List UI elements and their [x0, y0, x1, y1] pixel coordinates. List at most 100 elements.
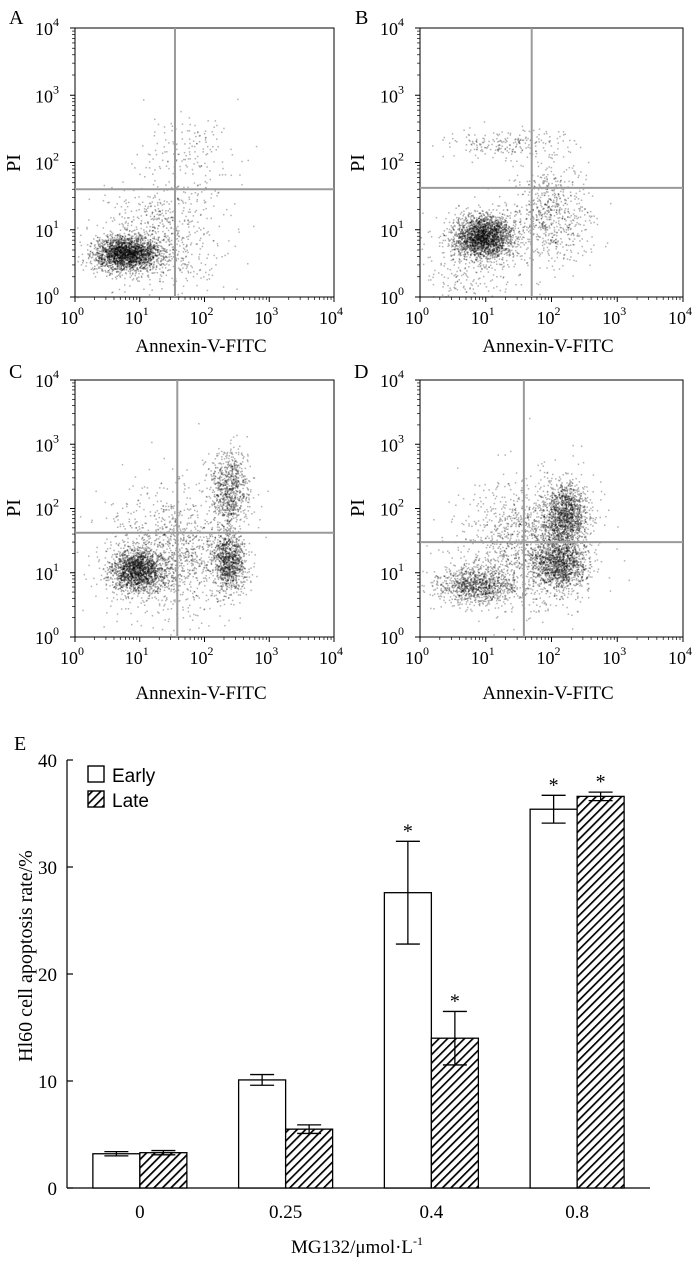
event-dot: [143, 258, 146, 261]
event-dot: [119, 249, 122, 251]
event-dot: [114, 249, 116, 252]
event-dot: [151, 254, 154, 257]
event-dot: [114, 263, 117, 266]
event-dot: [113, 256, 115, 258]
event-dot: [142, 245, 144, 248]
event-dot: [149, 250, 151, 253]
event-dot: [179, 165, 181, 168]
event-dot: [177, 258, 180, 260]
event-dot: [118, 247, 121, 250]
event-dot: [464, 240, 466, 242]
event-dot: [111, 244, 114, 247]
event-dot: [113, 253, 115, 255]
event-dot: [112, 232, 114, 235]
event-dot: [120, 260, 123, 262]
event-dot: [140, 246, 143, 248]
event-dot: [503, 221, 505, 223]
event-dot: [476, 242, 479, 245]
event-dot: [137, 249, 140, 251]
event-dot: [172, 232, 174, 235]
event-dot: [101, 250, 103, 252]
event-dot: [150, 253, 152, 255]
event-dot: [109, 253, 112, 256]
event-dot: [104, 259, 107, 261]
event-dot: [172, 249, 175, 251]
event-dot: [142, 253, 145, 255]
event-dot: [129, 251, 132, 253]
event-dot: [129, 252, 131, 254]
event-dot: [158, 225, 160, 227]
event-dot: [108, 248, 110, 250]
event-dot: [118, 245, 121, 248]
event-dot: [152, 246, 154, 248]
event-dot: [97, 242, 99, 244]
event-dot: [117, 254, 120, 256]
event-dot: [128, 201, 130, 204]
event-dot: [128, 268, 131, 271]
event-dot: [97, 259, 100, 262]
event-dot: [111, 247, 114, 250]
event-dot: [478, 249, 480, 251]
event-dot: [140, 259, 142, 262]
event-dot: [138, 246, 140, 249]
event-dot: [482, 247, 484, 249]
event-dot: [110, 231, 113, 233]
event-dot: [115, 278, 118, 280]
event-dot: [123, 250, 125, 252]
event-dot: [462, 225, 464, 227]
event-dot: [144, 255, 146, 257]
event-dot: [189, 158, 191, 160]
event-dot: [117, 254, 119, 256]
event-dot: [127, 257, 130, 260]
event-dot: [180, 257, 183, 259]
event-dot: [130, 210, 133, 212]
event-dot: [142, 250, 144, 252]
event-dot: [115, 248, 118, 250]
event-dot: [141, 256, 143, 258]
event-dot: [162, 247, 164, 249]
event-dot: [141, 262, 144, 265]
event-dot: [119, 276, 122, 278]
event-dot: [116, 246, 118, 249]
event-dot: [124, 209, 126, 211]
event-dot: [131, 248, 133, 251]
event-dot: [109, 265, 112, 267]
event-dot: [131, 252, 133, 254]
event-dot: [168, 259, 171, 261]
event-dot: [130, 241, 133, 244]
event-dot: [500, 250, 502, 253]
event-dot: [238, 231, 240, 233]
event-dot: [206, 257, 208, 259]
event-dot: [196, 131, 199, 134]
event-dot: [179, 269, 182, 271]
event-dot: [512, 236, 514, 239]
event-dot: [125, 251, 128, 253]
event-dot: [126, 253, 128, 255]
event-dot: [82, 260, 85, 262]
event-dot: [479, 252, 482, 254]
event-dot: [118, 235, 121, 237]
event-dot: [120, 249, 122, 251]
event-dot: [97, 260, 100, 263]
event-dot: [119, 251, 121, 253]
event-dot: [129, 259, 131, 262]
event-dot: [134, 252, 137, 255]
event-dot: [131, 279, 134, 281]
event-dot: [138, 245, 140, 247]
event-dot: [160, 258, 163, 260]
event-dot: [137, 268, 139, 271]
event-dot: [164, 151, 166, 153]
event-dot: [110, 261, 113, 263]
event-dot: [154, 131, 156, 133]
event-dot: [202, 151, 204, 153]
event-dot: [149, 257, 152, 260]
event-dot: [146, 253, 149, 255]
event-dot: [137, 243, 139, 245]
event-dot: [118, 262, 120, 264]
event-dot: [159, 278, 161, 280]
event-dot: [132, 260, 135, 262]
event-dot: [169, 249, 171, 252]
event-dot: [152, 272, 154, 274]
event-dot: [82, 269, 85, 271]
event-dot: [152, 256, 155, 258]
